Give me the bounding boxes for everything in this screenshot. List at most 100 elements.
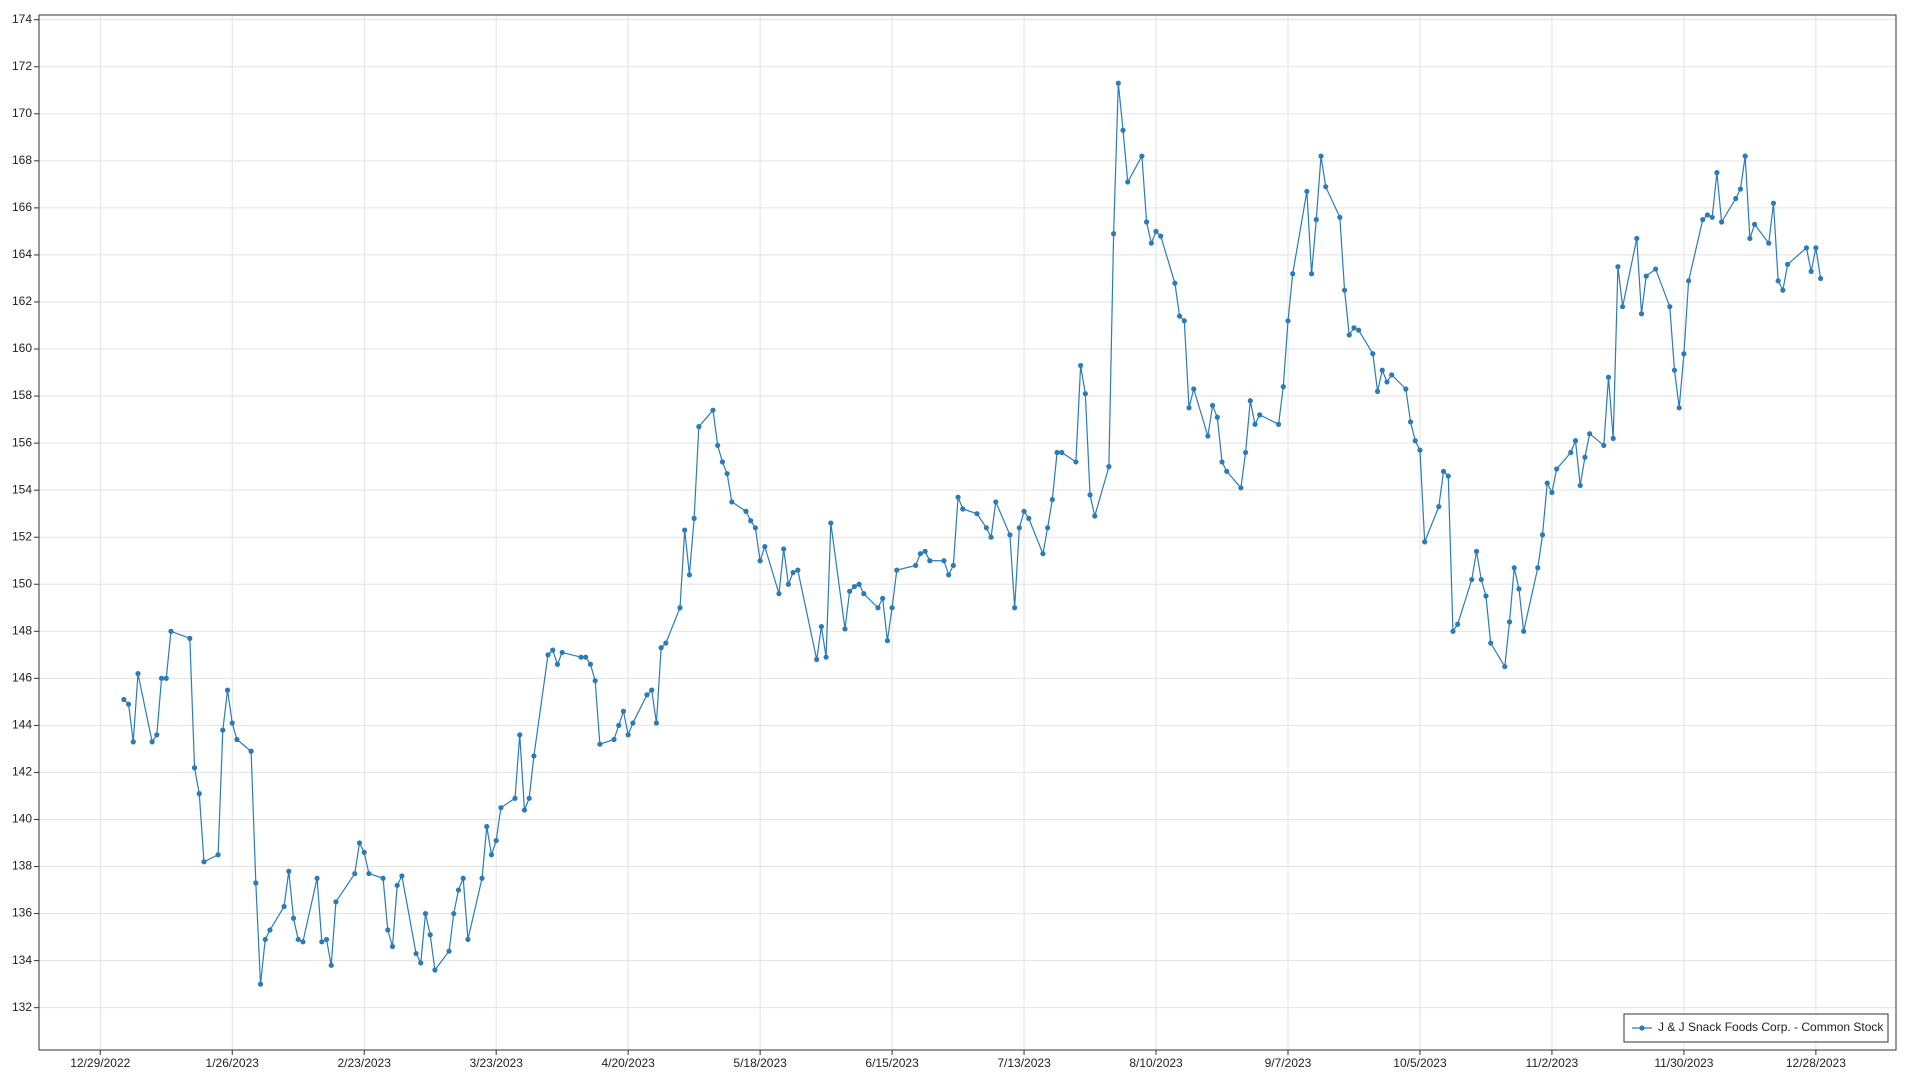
x-tick-label: 3/23/2023 [469,1056,523,1070]
data-point [696,424,702,430]
data-point [1506,619,1513,625]
data-point [620,708,627,714]
data-point [1511,565,1517,571]
data-point [531,753,537,759]
y-tick-label: 164 [12,247,32,261]
data-point [823,654,829,660]
x-tick-label: 12/28/2023 [1786,1056,1846,1070]
data-point [785,581,791,587]
data-point [1539,532,1546,538]
data-point [385,927,391,933]
data-point [729,499,735,505]
y-tick-label: 162 [12,294,32,308]
data-point [1139,153,1145,159]
series-line [123,83,1822,985]
data-point [1582,454,1588,460]
data-point [446,948,452,954]
data-point [950,562,956,569]
data-point [851,584,857,590]
data-point [1247,398,1253,404]
data-point [1436,504,1442,510]
data-point [517,732,523,738]
data-point [691,515,697,521]
data-point [1012,605,1018,611]
data-point [1285,318,1291,324]
data-point [988,534,994,540]
data-point [587,661,594,667]
data-point [1026,515,1032,521]
data-point [545,652,551,658]
data-point [1290,271,1296,277]
data-point [248,748,254,754]
data-point [1403,386,1409,392]
y-tick-label: 170 [12,106,32,120]
data-point [724,471,730,477]
data-point [187,635,193,641]
data-point [399,873,405,879]
data-point [1407,419,1414,425]
data-point [1045,525,1051,531]
data-point [719,459,726,465]
data-point [649,687,655,693]
data-point [1379,367,1385,373]
data-point [422,910,429,917]
y-tick-label: 174 [12,12,32,26]
data-point [889,605,895,611]
data-point [795,567,801,573]
data-point [1158,233,1164,239]
data-point [455,887,462,893]
data-point [1478,576,1484,583]
data-point [1238,485,1244,491]
data-point [1610,435,1616,442]
data-point [1634,235,1640,242]
data-point [752,525,759,531]
data-point [818,623,824,630]
data-point [856,581,862,587]
data-point [1700,217,1706,223]
data-point [1308,271,1315,277]
data-point [215,852,221,858]
data-point [1469,576,1475,583]
y-tick-label: 158 [12,388,32,402]
data-point [356,840,363,846]
data-point [234,736,240,743]
data-point [682,527,688,533]
data-point [1615,264,1621,270]
data-point [168,628,174,634]
data-point [1275,421,1282,427]
data-point [884,638,890,644]
data-point [1502,663,1508,670]
data-point [1450,628,1456,634]
y-tick-label: 132 [12,1000,32,1014]
data-point [1313,217,1319,223]
data-point [1667,304,1673,310]
data-point [1181,318,1187,324]
data-point [880,595,886,601]
legend-box [1623,1013,1889,1043]
data-point [653,720,660,726]
x-tick-label: 7/13/2023 [997,1056,1051,1070]
data-point [1176,313,1183,319]
data-point [955,494,961,500]
data-point [323,936,330,943]
data-point [861,591,867,597]
data-point [847,588,853,594]
y-tick-label: 172 [12,59,32,73]
data-point [1440,468,1447,474]
data-point [616,722,622,728]
x-tick-label: 9/7/2023 [1265,1056,1312,1070]
data-point [757,558,763,564]
data-point [1205,433,1211,439]
y-tick-label: 152 [12,529,32,543]
data-point [1224,468,1230,474]
data-point [1191,386,1197,392]
data-point [1752,221,1758,227]
data-point [319,939,325,945]
data-point [300,939,306,945]
data-point [352,870,358,877]
y-tick-label: 150 [12,576,32,590]
data-point [460,875,466,881]
data-point [389,943,396,950]
data-point [1643,273,1649,279]
